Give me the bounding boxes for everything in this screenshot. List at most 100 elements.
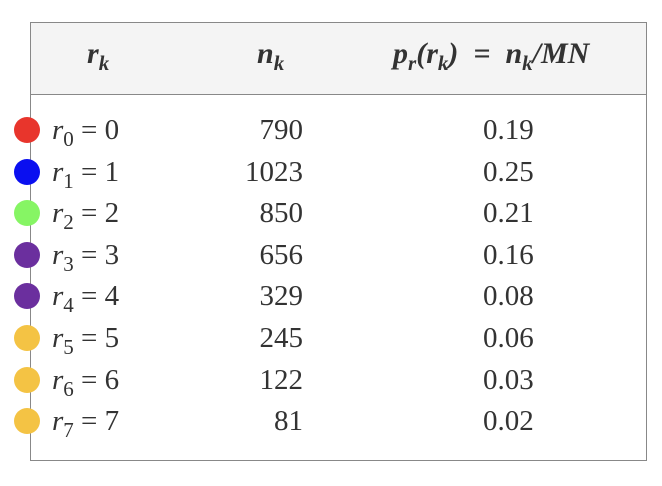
subscript: k bbox=[522, 51, 533, 75]
count-cell: 329 bbox=[260, 279, 304, 313]
text: = bbox=[81, 363, 98, 396]
spacer bbox=[97, 239, 104, 271]
spacer bbox=[74, 156, 81, 188]
probability-cell: 0.02 bbox=[483, 404, 534, 438]
text: 0.21 bbox=[483, 197, 534, 230]
text: 1 bbox=[104, 155, 120, 188]
spacer bbox=[74, 322, 81, 354]
spacer bbox=[74, 364, 81, 396]
count-cell: 1023 bbox=[245, 155, 303, 189]
text: ) = n bbox=[448, 37, 523, 70]
probability-cell: 0.25 bbox=[483, 155, 534, 189]
probability-cell: 0.06 bbox=[483, 321, 534, 355]
probability-cell: 0.08 bbox=[483, 279, 534, 313]
color-dot bbox=[14, 158, 40, 185]
header-cell: rk bbox=[87, 37, 109, 74]
count-cell: 790 bbox=[260, 113, 304, 147]
level-cell: r6 = 6 bbox=[52, 363, 120, 400]
text: 329 bbox=[259, 280, 304, 313]
subscript: 6 bbox=[63, 376, 74, 401]
text: 7 bbox=[104, 405, 120, 438]
subscript: 4 bbox=[63, 293, 74, 318]
text: 2 bbox=[104, 197, 120, 230]
subscript: 2 bbox=[63, 210, 74, 235]
color-dot bbox=[14, 241, 40, 268]
subscript: 5 bbox=[63, 335, 74, 359]
text: r bbox=[52, 405, 64, 438]
probability-cell: 0.21 bbox=[483, 196, 534, 230]
text: r bbox=[52, 238, 64, 271]
spacer bbox=[97, 156, 104, 188]
level-cell: r1 = 1 bbox=[52, 155, 120, 192]
spacer bbox=[97, 364, 104, 396]
text: 850 bbox=[259, 197, 304, 230]
level-cell: r3 = 3 bbox=[52, 238, 120, 275]
spacer bbox=[97, 322, 104, 354]
text: 245 bbox=[259, 322, 304, 354]
subscript: r bbox=[408, 51, 417, 75]
count-cell: 122 bbox=[260, 363, 304, 397]
text: 5 bbox=[104, 322, 120, 354]
text: r bbox=[52, 363, 64, 396]
spacer bbox=[74, 239, 81, 271]
text: ( bbox=[416, 37, 427, 70]
subscript: 1 bbox=[63, 168, 74, 193]
spacer bbox=[74, 114, 81, 146]
text: 0.03 bbox=[483, 363, 534, 396]
text: 0.08 bbox=[483, 280, 534, 313]
text: 656 bbox=[259, 238, 304, 271]
count-cell: 850 bbox=[260, 196, 304, 230]
color-dot bbox=[14, 200, 40, 227]
text: 0.16 bbox=[483, 238, 534, 271]
color-dot bbox=[14, 325, 40, 351]
level-cell: r5 = 5 bbox=[52, 321, 120, 358]
probability-cell: 0.19 bbox=[483, 113, 534, 147]
spacer bbox=[74, 405, 81, 437]
text: 0.19 bbox=[483, 114, 534, 146]
color-dot bbox=[14, 366, 40, 393]
color-dot bbox=[14, 408, 40, 435]
text: 0.25 bbox=[483, 155, 534, 188]
subscript: k bbox=[98, 51, 110, 75]
table-frame: rk nk pr(rk) = nk/MN bbox=[30, 22, 647, 461]
spacer bbox=[97, 114, 104, 146]
text: n bbox=[257, 37, 274, 70]
subscript: k bbox=[273, 51, 285, 75]
level-cell: r7 = 7 bbox=[52, 404, 120, 441]
count-cell: 245 bbox=[260, 321, 304, 355]
text: = bbox=[81, 280, 98, 313]
text: 3 bbox=[104, 238, 120, 271]
text: /MN bbox=[532, 37, 590, 70]
text: r bbox=[426, 37, 438, 70]
text: 6 bbox=[104, 363, 120, 396]
text: r bbox=[52, 114, 64, 146]
text: p bbox=[393, 37, 408, 70]
text: = bbox=[81, 322, 98, 354]
text: 0.02 bbox=[483, 405, 534, 438]
spacer bbox=[74, 197, 81, 229]
text: = bbox=[81, 114, 98, 146]
color-dot bbox=[14, 117, 40, 143]
header-cell: pr(rk) = nk/MN bbox=[393, 37, 590, 74]
text: r bbox=[52, 197, 64, 230]
text: 0.06 bbox=[483, 322, 534, 354]
text: 122 bbox=[259, 363, 304, 396]
subscript: 7 bbox=[63, 418, 74, 443]
text: 81 bbox=[274, 405, 303, 438]
level-cell: r2 = 2 bbox=[52, 196, 120, 233]
count-cell: 81 bbox=[274, 404, 303, 438]
level-cell: r0 = 0 bbox=[52, 113, 119, 150]
color-dot bbox=[14, 283, 40, 310]
probability-cell: 0.16 bbox=[483, 238, 534, 272]
subscript: k bbox=[437, 51, 449, 75]
probability-cell: 0.03 bbox=[483, 363, 534, 397]
text: r bbox=[87, 37, 99, 70]
table-header: rk nk pr(rk) = nk/MN bbox=[31, 23, 646, 95]
text: r bbox=[52, 322, 64, 354]
text: 1023 bbox=[245, 155, 303, 188]
subscript: 3 bbox=[63, 251, 74, 276]
count-cell: 656 bbox=[260, 238, 304, 272]
level-cell: r4 = 4 bbox=[52, 279, 119, 316]
spacer bbox=[97, 405, 104, 437]
text: = bbox=[81, 405, 98, 438]
